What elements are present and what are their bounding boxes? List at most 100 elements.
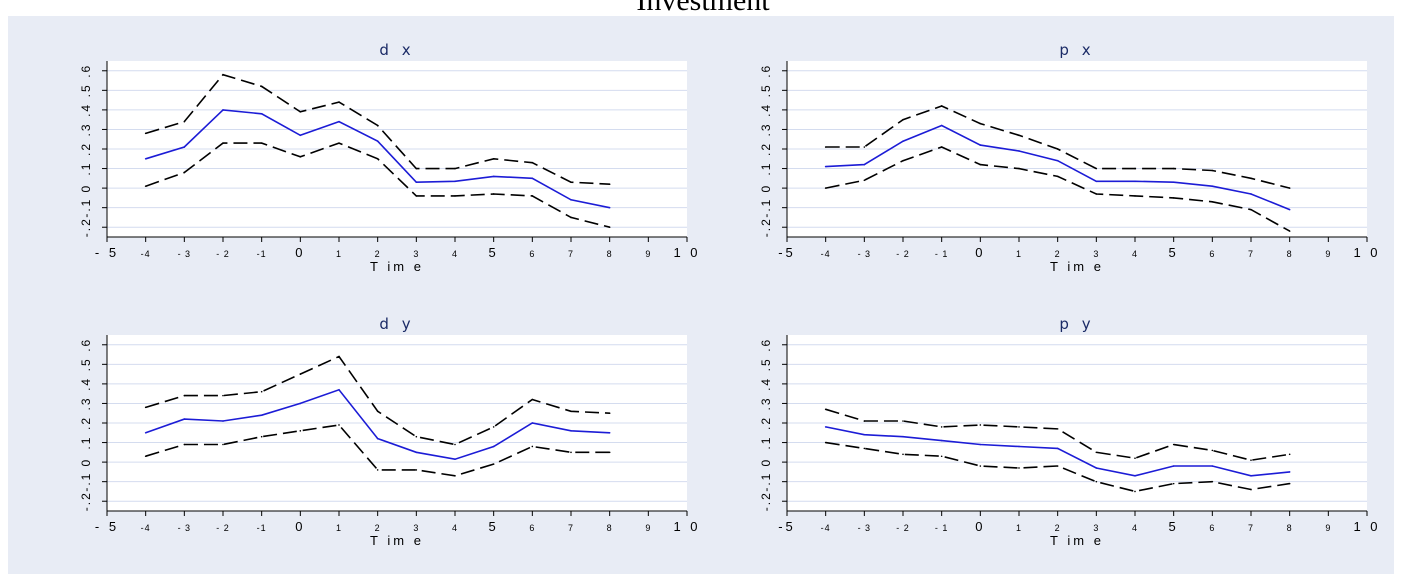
upper-bound-point: [1095, 451, 1098, 454]
estimate-point: [492, 445, 495, 448]
upper-bound-point: [299, 373, 302, 375]
estimate-point: [183, 418, 186, 420]
upper-bound-point: [863, 420, 866, 422]
upper-bound-point: [1134, 167, 1136, 170]
x-tick-label: 1 0: [673, 519, 700, 534]
y-tick-label: .5: [79, 357, 93, 371]
estimate-point: [1288, 471, 1291, 473]
x-tick-label: 1: [336, 523, 342, 533]
x-tick-label: -1: [257, 249, 267, 259]
upper-bound-point: [144, 406, 147, 409]
y-tick-label: 0: [79, 184, 93, 193]
upper-bound-point: [1018, 426, 1020, 428]
upper-bound-point: [415, 435, 418, 438]
x-tick-label: - 2: [896, 249, 910, 259]
lower-bound-point: [1056, 175, 1059, 178]
upper-bound-point: [1172, 443, 1175, 446]
lower-bound-point: [1056, 465, 1059, 467]
lower-bound-point: [608, 226, 611, 229]
upper-bound-point: [1250, 177, 1252, 180]
estimate-point: [902, 435, 904, 438]
y-tick-label: .6: [79, 338, 93, 352]
y-tick-label: .4: [759, 377, 773, 391]
x-tick-label: 8: [1287, 523, 1293, 533]
x-tick-label: -5: [778, 519, 796, 534]
upper-bound-point: [1095, 167, 1098, 170]
x-tick-label: -4: [821, 523, 831, 533]
y-tick-label: .3: [79, 122, 93, 136]
upper-bound-point: [454, 167, 456, 170]
x-tick-label: 4: [452, 523, 458, 533]
x-tick-label: 7: [1248, 249, 1254, 259]
x-tick-label: 4: [1132, 523, 1138, 533]
x-tick-label: -5: [778, 245, 796, 260]
x-tick-label: 5: [1169, 245, 1179, 260]
lower-bound-point: [902, 453, 904, 456]
estimate-point: [979, 443, 982, 446]
lower-bound-point: [1250, 488, 1252, 491]
lower-bound-point: [863, 447, 866, 450]
x-tick-label: - 2: [896, 523, 910, 533]
y-tick-label: -.2: [759, 217, 773, 237]
upper-bound-point: [492, 426, 495, 428]
upper-bound-point: [1250, 459, 1252, 461]
y-tick-label: .6: [759, 338, 773, 352]
upper-bound-point: [902, 118, 904, 121]
y-tick-label: .1: [79, 162, 93, 176]
lower-bound-point: [979, 465, 982, 467]
estimate-point: [863, 163, 866, 166]
x-tick-label: 3: [1093, 249, 1099, 259]
estimate-point: [1095, 180, 1098, 183]
x-tick-label: 7: [1248, 523, 1254, 533]
estimate-point: [1134, 475, 1136, 477]
y-tick-label: .3: [79, 396, 93, 410]
estimate-point: [338, 388, 340, 391]
estimate-point: [144, 431, 147, 434]
panel-title: p y: [1059, 315, 1094, 333]
estimate-point: [1250, 193, 1252, 195]
estimate-point: [299, 402, 302, 405]
estimate-point: [415, 181, 418, 184]
lower-bound-point: [144, 455, 147, 458]
y-tick-label: .5: [759, 357, 773, 371]
figure-title: Investment: [636, 0, 770, 17]
x-tick-label: 1 0: [1353, 245, 1380, 260]
upper-bound-point: [183, 120, 186, 123]
estimate-point: [570, 430, 572, 432]
x-tick-label: 1 0: [1353, 519, 1380, 534]
x-tick-label: 1: [1016, 523, 1022, 533]
estimate-point: [1018, 445, 1020, 448]
estimate-point: [454, 458, 456, 460]
lower-bound-point: [902, 159, 904, 162]
upper-bound-point: [863, 146, 866, 148]
lower-bound-point: [454, 475, 456, 477]
x-tick-label: - 5: [95, 519, 119, 534]
estimate-point: [376, 140, 379, 142]
x-tick-label: 6: [529, 523, 535, 533]
x-tick-label: 8: [607, 249, 613, 259]
upper-bound-point: [1056, 428, 1059, 430]
panel-title: d y: [379, 315, 414, 333]
upper-bound-point: [144, 132, 147, 135]
x-tick-label: 1 0: [673, 245, 700, 260]
estimate-point: [338, 120, 340, 123]
estimate-point: [299, 134, 302, 137]
x-tick-label: 1: [1016, 249, 1022, 259]
lower-bound-point: [1095, 193, 1098, 195]
x-tick-label: 3: [413, 249, 419, 259]
upper-bound-point: [299, 111, 302, 113]
upper-bound-point: [570, 410, 572, 413]
estimate-point: [824, 165, 827, 168]
lower-bound-point: [454, 195, 456, 197]
upper-bound-point: [531, 398, 534, 401]
upper-bound-point: [222, 394, 224, 397]
upper-bound-point: [1056, 148, 1059, 150]
upper-bound-point: [260, 390, 263, 393]
lower-bound-point: [1095, 480, 1098, 483]
x-tick-label: 6: [529, 249, 535, 259]
estimate-point: [1056, 447, 1059, 450]
estimate-point: [1288, 208, 1291, 211]
x-tick-label: -4: [821, 249, 831, 259]
y-tick-label: -.2: [79, 217, 93, 237]
